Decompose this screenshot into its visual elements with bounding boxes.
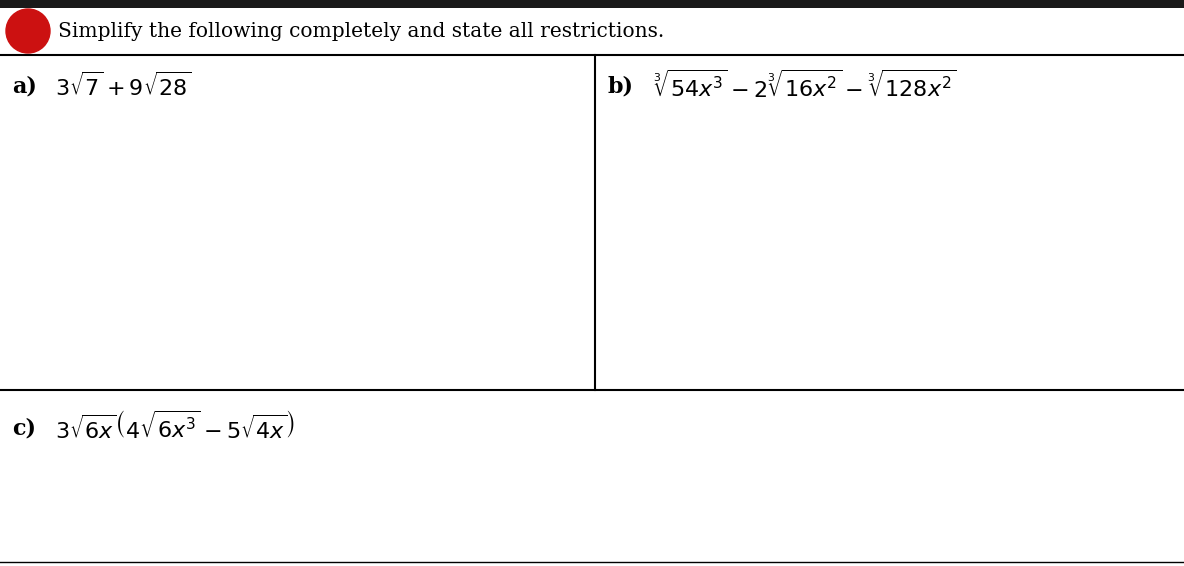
Text: $3\sqrt{7}+9\sqrt{28}$: $3\sqrt{7}+9\sqrt{28}$ <box>54 73 192 101</box>
Circle shape <box>6 9 50 53</box>
Bar <box>0 0 1184 8</box>
Text: c): c) <box>12 417 36 439</box>
Text: Simplify the following completely and state all restrictions.: Simplify the following completely and st… <box>58 22 664 41</box>
Text: a): a) <box>12 76 37 98</box>
Text: $3\sqrt{6x}\left(4\sqrt{6x^3}-5\sqrt{4x}\right)$: $3\sqrt{6x}\left(4\sqrt{6x^3}-5\sqrt{4x}… <box>54 412 295 444</box>
Text: b): b) <box>609 76 633 98</box>
Text: $\sqrt[3]{54x^3}-2\sqrt[3]{16x^2}-\sqrt[3]{128x^2}$: $\sqrt[3]{54x^3}-2\sqrt[3]{16x^2}-\sqrt[… <box>654 71 957 103</box>
